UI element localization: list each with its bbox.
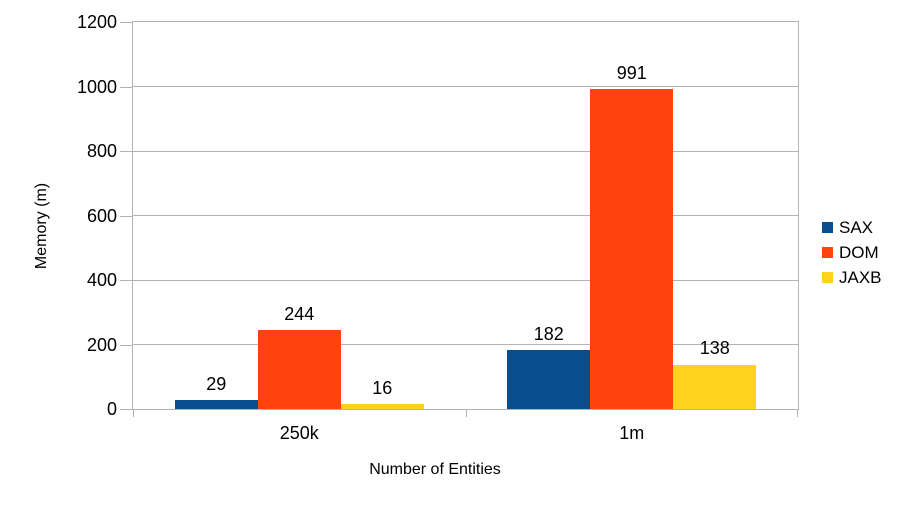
legend-item: DOM [822, 240, 882, 265]
y-axis-tick [120, 86, 133, 88]
x-tick-label: 1m [619, 423, 645, 443]
legend: SAX DOM JAXB [822, 215, 882, 290]
bar-sax-250k [174, 399, 258, 409]
bar-dom-1m [590, 89, 674, 409]
x-tick-label: 250k [279, 423, 319, 443]
y-tick-label: 600 [86, 205, 117, 226]
y-axis-tick [120, 280, 133, 281]
legend-item: SAX [822, 215, 882, 240]
legend-label: JAXB [839, 268, 882, 287]
bar-value-label: 16 [372, 377, 393, 398]
bar-jaxb-1m [673, 364, 757, 409]
y-tick-label: 1000 [76, 76, 117, 97]
legend-swatch-jaxb [822, 272, 833, 283]
y-gridline [133, 86, 798, 87]
bar-value-label: 138 [699, 338, 730, 359]
bar-dom-250k [257, 330, 341, 409]
y-tick-label: 1200 [76, 12, 117, 32]
y-tick-label: 800 [86, 141, 117, 161]
y-axis-tick [120, 215, 133, 217]
bar-sax-1m [507, 350, 591, 409]
x-axis-tick [797, 409, 798, 417]
y-tick-label: 200 [86, 334, 117, 355]
y-tick-label: 400 [86, 270, 117, 290]
bar-value-label: 244 [284, 304, 315, 325]
legend-label: SAX [839, 218, 874, 237]
x-axis-title: Number of Entities [369, 461, 501, 478]
y-tick-label: 0 [106, 399, 117, 419]
bar-value-label: 182 [533, 324, 564, 345]
y-gridline [133, 279, 798, 281]
bar-value-label: 991 [616, 63, 647, 84]
plot-area: 29 244 16 182 991 138 [132, 21, 799, 410]
legend-swatch-dom [822, 247, 833, 258]
y-axis-tick [120, 409, 133, 410]
bar-jaxb-250k [340, 403, 424, 409]
y-axis-tick [120, 151, 133, 152]
legend-item: JAXB [822, 265, 882, 290]
y-axis-tick [120, 22, 133, 23]
legend-swatch-sax [822, 222, 833, 233]
y-gridline [133, 150, 798, 152]
x-axis-tick [465, 409, 467, 417]
legend-label: DOM [839, 243, 879, 262]
y-gridline [133, 215, 798, 216]
y-axis-tick [120, 344, 133, 346]
y-gridline [133, 344, 798, 345]
bar-value-label: 29 [206, 373, 227, 394]
x-axis-tick [133, 409, 134, 417]
y-axis-title: Memory (m) [33, 182, 50, 270]
